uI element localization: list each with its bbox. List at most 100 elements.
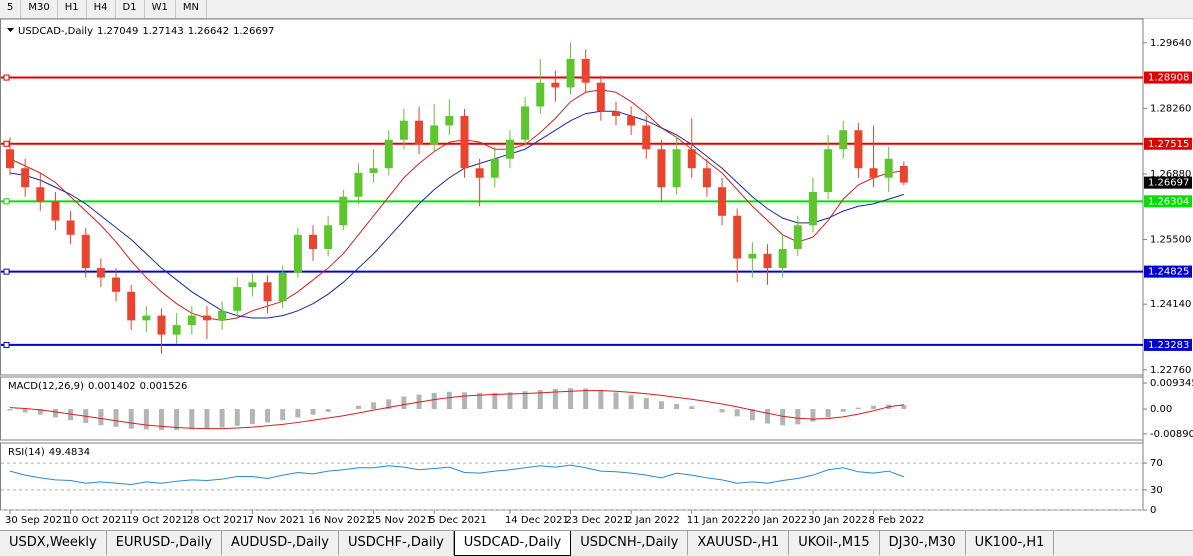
macd-bar xyxy=(431,392,437,410)
y-tick-label: 1.22760 xyxy=(1150,365,1191,376)
symbol-tab[interactable]: USDCAD-,Daily xyxy=(453,531,572,556)
candle-body xyxy=(384,139,393,169)
candle-body xyxy=(672,149,681,188)
symbol-tab[interactable]: XAUUSD-,H1 xyxy=(688,531,790,555)
level-anchor xyxy=(3,268,10,275)
macd-bar xyxy=(174,409,180,430)
level-anchor xyxy=(3,198,10,205)
candle-body xyxy=(399,120,408,140)
candle-body xyxy=(475,168,484,178)
timeframe-button[interactable]: 5 xyxy=(0,0,22,18)
timeframe-button[interactable]: D1 xyxy=(116,0,145,18)
ohlc-value: 1.27049 xyxy=(97,26,138,37)
symbol-tabs: USDX,Weekly EURUSD-,Daily AUDUSD-,Daily USD… xyxy=(0,530,1193,556)
timeframe-button[interactable]: M30 xyxy=(21,0,58,18)
macd-bar xyxy=(537,390,543,410)
candle-body xyxy=(718,187,727,216)
candle-body xyxy=(793,225,802,250)
macd-bar xyxy=(598,390,604,410)
y-tick-label: 1.28260 xyxy=(1150,103,1191,114)
candle-body xyxy=(521,106,530,140)
candle-body xyxy=(430,125,439,145)
symbol-tab[interactable]: USDCHF-,Daily xyxy=(339,531,454,555)
macd-bar xyxy=(780,409,786,426)
y-tick-label: 1.24140 xyxy=(1150,299,1191,310)
macd-bar xyxy=(689,406,695,410)
candle-body xyxy=(460,115,469,169)
symbol-tab[interactable]: USDCNH-,Daily xyxy=(571,531,689,555)
y-tick-label: 1.26880 xyxy=(1150,169,1191,180)
candle-body xyxy=(596,82,605,112)
macd-bar xyxy=(552,388,558,410)
macd-bar xyxy=(628,395,634,410)
candle-body xyxy=(187,315,196,326)
candle-body xyxy=(309,234,317,250)
candle-body xyxy=(202,315,211,321)
candle-body xyxy=(733,215,742,259)
chart-title: USDCAD-,Daily xyxy=(18,26,93,37)
macd-bar xyxy=(128,409,134,429)
macd-bar xyxy=(386,399,392,410)
panel-value: 0.001402 xyxy=(88,381,136,392)
candle-body xyxy=(778,249,787,269)
macd-bar xyxy=(840,409,846,412)
macd-bar xyxy=(219,409,225,428)
macd-bar xyxy=(658,401,664,410)
candle-body xyxy=(687,149,696,169)
timeframe-button[interactable]: MN xyxy=(176,0,207,18)
level-label-box xyxy=(1144,71,1192,84)
y-tick-label: 70 xyxy=(1150,458,1163,469)
header-arrow xyxy=(7,28,14,32)
candle-body xyxy=(157,315,166,335)
candle-body xyxy=(142,315,151,321)
x-tick-label: 2 Jan 2022 xyxy=(626,515,680,526)
y-tick-label: 0 xyxy=(1150,505,1156,516)
x-tick-label: 11 Jan 2022 xyxy=(687,515,747,526)
x-tick-label: 25 Nov 2021 xyxy=(369,515,433,526)
candle-body xyxy=(172,325,181,335)
panel-header: MACD(12,26,9) 0.001402 0.001526 xyxy=(8,381,187,392)
candle-body xyxy=(551,82,560,88)
candle-body xyxy=(445,115,454,126)
macd-bar xyxy=(719,409,725,413)
candle-body xyxy=(218,310,227,321)
x-tick-label: 20 Jan 2022 xyxy=(747,515,807,526)
macd-bar xyxy=(355,405,361,410)
timeframe-button[interactable]: H4 xyxy=(87,0,116,18)
symbol-tab[interactable]: AUDUSD-,Daily xyxy=(222,531,339,555)
x-tick-label: 30 Jan 2022 xyxy=(808,515,868,526)
candle-body xyxy=(66,220,75,235)
macd-bar xyxy=(401,396,407,410)
macd-bar xyxy=(37,409,43,415)
macd-bar xyxy=(462,392,467,410)
symbol-tab[interactable]: DJ30-,M30 xyxy=(880,531,966,555)
chart-header: USDCAD-,Daily 1.27049 1.27143 1.26642 1.2669… xyxy=(18,26,274,37)
macd-bar xyxy=(325,409,331,412)
x-tick-label: 16 Nov 2021 xyxy=(308,515,372,526)
candle-body xyxy=(354,172,363,197)
symbol-tab[interactable]: USDX,Weekly xyxy=(0,531,107,555)
candle-body xyxy=(248,282,257,288)
chart: 1.29640 1.28260 1.26880 1.25500 1.24140 1.227… xyxy=(0,18,1193,526)
candle-body xyxy=(581,58,590,83)
timeframe-button[interactable]: H1 xyxy=(58,0,87,18)
candle-body xyxy=(96,268,105,278)
candle-body xyxy=(263,282,272,302)
level-label: 1.24825 xyxy=(1148,267,1189,278)
macd-bar xyxy=(7,409,13,411)
ohlc-value: 1.27143 xyxy=(142,26,183,37)
candle-body xyxy=(81,234,90,269)
candle-body xyxy=(505,139,514,159)
symbol-tab[interactable]: UK100-,H1 xyxy=(966,531,1055,555)
candle-body xyxy=(899,165,908,183)
macd-bar xyxy=(52,409,58,418)
x-tick-label: 28 Oct 2021 xyxy=(187,515,249,526)
timeframe-button[interactable]: W1 xyxy=(145,0,176,18)
level-anchor xyxy=(3,74,10,81)
symbol-tab[interactable]: UKOil-,M15 xyxy=(789,531,880,555)
macd-bar xyxy=(522,391,528,410)
level-label: 1.28908 xyxy=(1148,73,1189,84)
candle-body xyxy=(884,158,893,178)
symbol-tab[interactable]: EURUSD-,Daily xyxy=(107,531,223,555)
x-tick-label: 10 Oct 2021 xyxy=(66,515,128,526)
